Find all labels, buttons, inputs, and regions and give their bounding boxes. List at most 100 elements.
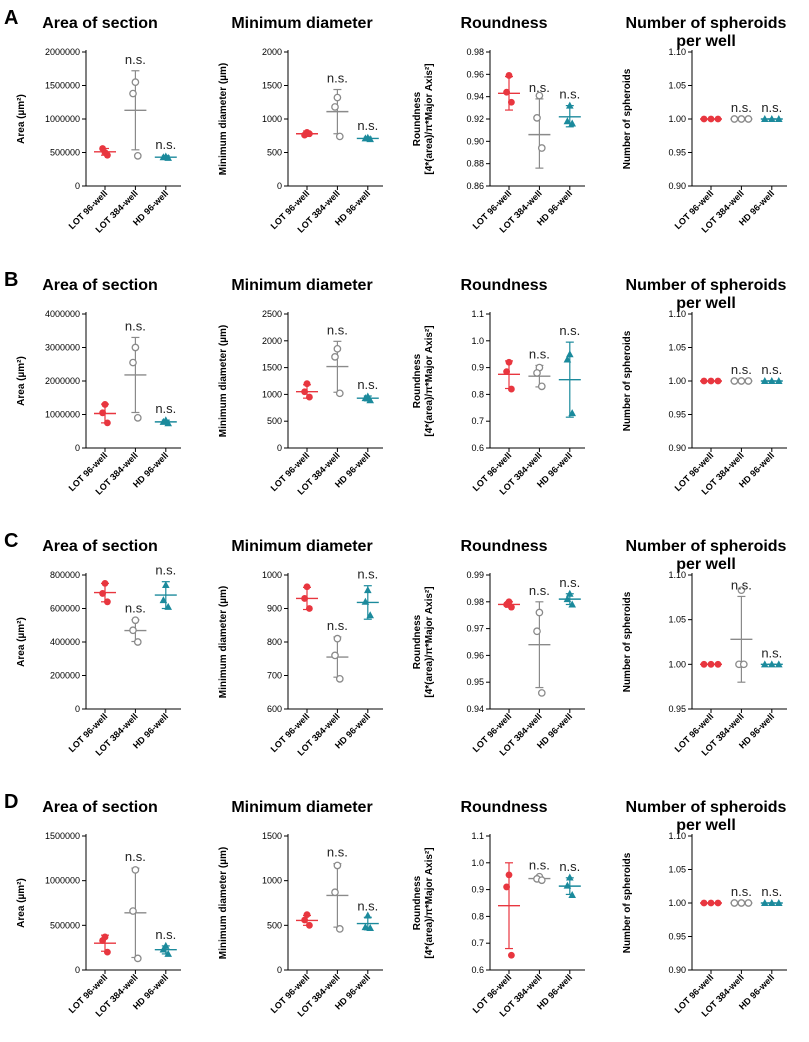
series-2: n.s. (760, 645, 783, 668)
y-tick-label: 0 (75, 443, 80, 453)
significance-label: n.s. (327, 845, 348, 860)
data-point (164, 949, 172, 957)
data-point (361, 394, 370, 402)
chart-title: Area of section (42, 277, 158, 294)
data-point (366, 396, 374, 404)
series-2: n.s. (558, 859, 581, 898)
significance-label: n.s. (357, 898, 378, 913)
data-point (768, 899, 776, 906)
significance-label: n.s. (529, 80, 550, 95)
data-point (335, 675, 344, 683)
y-tick-label: 400000 (50, 637, 80, 647)
y-tick-label: 1000 (262, 389, 282, 399)
y-axis-label: Area (µm²) (16, 617, 27, 667)
series-1: n.s. (528, 346, 551, 391)
y-tick-label: 1.10 (668, 47, 686, 57)
data-point (162, 581, 170, 589)
significance-label: n.s. (125, 52, 146, 67)
chart-title-line: per well (676, 817, 736, 834)
data-point (306, 921, 313, 929)
chart-title: Minimum diameter (231, 538, 372, 555)
data-point (737, 586, 746, 595)
data-point (761, 115, 769, 122)
y-tick-label: 1.0 (471, 336, 484, 346)
series-1: n.s. (326, 845, 349, 933)
y-tick-label: 1.00 (668, 659, 686, 669)
significance-label: n.s. (761, 884, 782, 899)
significance-label: n.s. (155, 563, 176, 578)
data-point (131, 866, 140, 874)
y-tick-label: 1.10 (668, 309, 686, 319)
y-tick-label: 1000 (262, 876, 282, 886)
data-point (537, 689, 546, 697)
y-tick-label: 0.7 (471, 938, 484, 948)
data-point (568, 600, 576, 608)
data-point (537, 382, 546, 391)
data-point (568, 119, 576, 127)
data-point (306, 393, 313, 401)
series-0 (700, 899, 722, 907)
chart-title: Roundness (460, 15, 547, 32)
y-tick-label: 0 (277, 965, 282, 975)
data-point (508, 385, 515, 393)
data-point (737, 115, 746, 123)
data-point (303, 380, 311, 388)
data-point (775, 377, 783, 384)
chart-title: Number of spheroids per well (626, 277, 787, 312)
chart-C-1: C Area of section Area (µm²) 0 200000 400000 6… (4, 530, 181, 758)
y-axis-label-line: [4*(area)/π*Major Axis²] (424, 586, 435, 697)
y-axis-label: Number of spheroids (622, 330, 633, 431)
chart-title: Roundness (460, 538, 547, 555)
data-point (131, 78, 140, 87)
y-axis-label: Number of spheroids (622, 591, 633, 692)
significance-label: n.s. (125, 601, 146, 616)
chart-title-line: Number of spheroids (626, 538, 787, 555)
data-point (537, 876, 546, 885)
data-point (503, 883, 510, 891)
chart-title-line: per well (676, 33, 736, 50)
y-tick-label: 0.94 (466, 704, 484, 714)
series-2: n.s. (558, 575, 581, 608)
data-point (104, 419, 111, 427)
data-point (361, 923, 370, 931)
chart-title-line: Number of spheroids (626, 15, 787, 32)
y-tick-label: 1.05 (668, 865, 686, 875)
data-point (730, 377, 739, 385)
data-point (333, 344, 342, 353)
y-tick-label: 1.05 (668, 343, 686, 353)
y-tick-label: 1500000 (45, 81, 80, 91)
y-tick-label: 1000000 (45, 876, 80, 886)
y-tick-label: 0 (75, 704, 80, 714)
significance-label: n.s. (125, 849, 146, 864)
data-point (331, 888, 339, 897)
y-tick-label: 500 (267, 416, 282, 426)
y-tick-label: 0.95 (466, 677, 484, 687)
series-0 (94, 145, 116, 159)
y-tick-label: 1.1 (471, 831, 484, 841)
series-1: n.s. (124, 849, 147, 963)
data-point (99, 590, 106, 597)
data-point (566, 873, 574, 881)
chart-title: Number of spheroids per well (626, 538, 787, 573)
series-0 (296, 583, 318, 612)
data-point (131, 343, 140, 352)
y-axis-label: Area (µm²) (16, 94, 27, 144)
significance-label: n.s. (529, 858, 550, 873)
series-0 (296, 380, 318, 401)
series-0 (498, 598, 520, 611)
data-point (333, 93, 342, 102)
data-point (533, 114, 541, 122)
data-point (164, 602, 172, 610)
data-point (104, 151, 111, 159)
chart-title: Roundness (460, 799, 547, 816)
series-1: n.s. (730, 884, 753, 907)
data-point (366, 924, 374, 932)
data-point (744, 899, 753, 907)
series-2: n.s. (154, 563, 177, 610)
data-point (99, 145, 106, 152)
chart-C-2: Minimum diameter Minimum diameter (µm) 600… (218, 538, 383, 758)
y-tick-label: 0.9 (471, 363, 484, 373)
y-axis-label: Area (µm²) (16, 878, 27, 928)
